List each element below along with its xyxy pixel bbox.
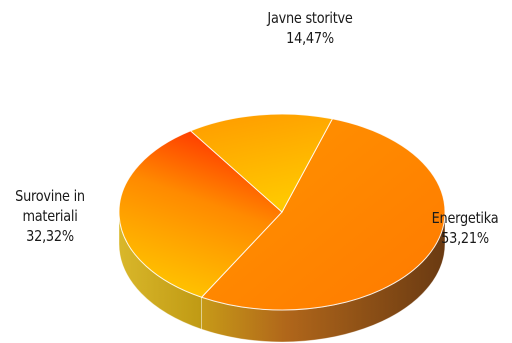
data-label-value: 32,32% bbox=[26, 227, 74, 245]
data-label-name: Energetika bbox=[431, 209, 499, 227]
data-label-name: materiali bbox=[22, 207, 78, 225]
data-label-value: 14,47% bbox=[286, 29, 334, 47]
data-label-value: 53,21% bbox=[441, 229, 489, 247]
pie-slice-energetika bbox=[200, 118, 446, 311]
data-label-javne-storitve: Javne storitve 14,47% bbox=[258, 8, 361, 48]
data-label-name: Surovine in bbox=[15, 187, 85, 205]
data-label-name: Javne storitve bbox=[267, 9, 353, 27]
pie-slice-javne-storitve bbox=[189, 113, 334, 213]
data-label-surovine-in-materiali: Surovine in materiali 32,32% bbox=[7, 186, 93, 246]
pie-slice-surovine-in-materiali bbox=[118, 130, 283, 298]
data-label-energetika: Energetika 53,21% bbox=[413, 208, 512, 248]
